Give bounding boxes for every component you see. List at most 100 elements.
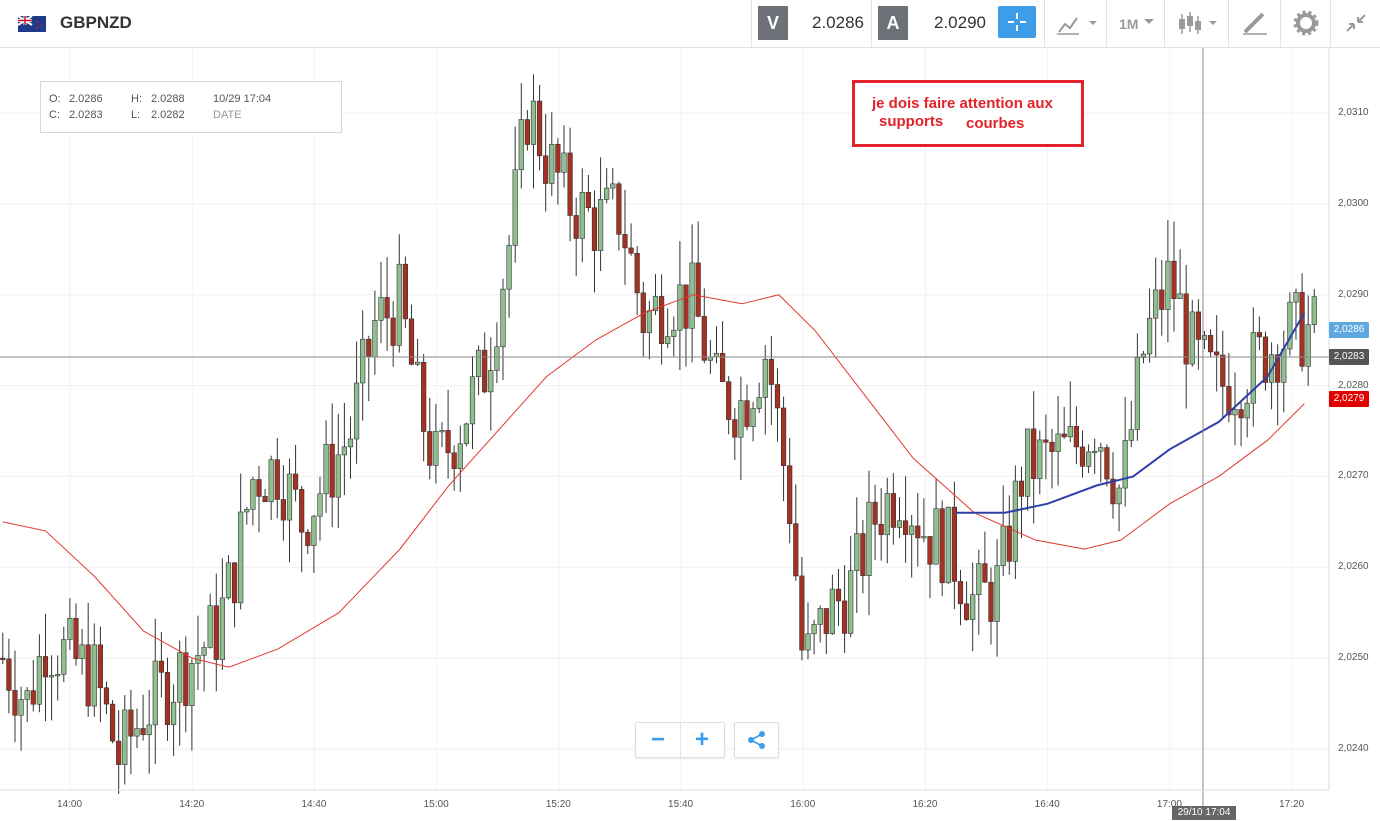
- low-label: L:: [131, 109, 141, 121]
- candle-up: [335, 454, 341, 498]
- sell-box[interactable]: V 2.0286: [751, 0, 872, 47]
- share-button[interactable]: [734, 722, 779, 758]
- candle-down: [421, 361, 427, 432]
- indicators-button[interactable]: [1044, 0, 1107, 47]
- crosshair-button[interactable]: [998, 6, 1036, 38]
- candle-up: [122, 709, 128, 765]
- candle-up: [414, 361, 421, 365]
- candle-up: [561, 152, 567, 173]
- candle-up: [189, 663, 195, 706]
- y-tick-label: 2,0240: [1338, 743, 1369, 754]
- x-tick-label: 15:00: [423, 799, 449, 810]
- candle-down: [1061, 433, 1067, 438]
- candle-down: [427, 431, 433, 466]
- x-tick-label: 15:20: [545, 799, 571, 810]
- settings-button[interactable]: [1280, 0, 1331, 47]
- candle-up: [1177, 293, 1183, 299]
- candle-up: [177, 652, 183, 703]
- candle-up: [1287, 301, 1293, 350]
- ma-price-label: 2,0279: [1329, 391, 1369, 407]
- candle-up: [665, 336, 671, 344]
- candle-down: [1299, 292, 1305, 367]
- y-tick-label: 2,0250: [1338, 652, 1369, 664]
- candle-down: [213, 605, 219, 660]
- moving-average-red: [2, 294, 1305, 668]
- candle-down: [384, 297, 390, 319]
- sell-price: 2.0286: [812, 13, 864, 32]
- candle-up: [360, 338, 366, 384]
- candle-up: [1153, 289, 1159, 319]
- candle-down: [683, 284, 689, 329]
- candle-down: [451, 452, 457, 469]
- candle-down: [536, 100, 543, 157]
- annotation-line1: je dois faire attention aux: [872, 95, 1053, 112]
- candle-up: [1146, 317, 1153, 355]
- candle-up: [433, 431, 439, 466]
- candle-up: [549, 143, 555, 184]
- x-tick-label: 16:00: [790, 799, 816, 810]
- candle-up: [1098, 447, 1104, 452]
- high-value: 2.0288: [151, 93, 185, 105]
- annotation-courbes: courbes: [966, 115, 1025, 132]
- candle-down: [408, 318, 415, 365]
- candle-up: [268, 459, 274, 503]
- candle-down: [390, 317, 396, 346]
- candle-up: [1134, 357, 1140, 430]
- y-tick-label: 2,0270: [1338, 470, 1369, 482]
- candle-up: [738, 400, 744, 438]
- zoom-in-button[interactable]: +: [694, 726, 709, 753]
- date-label: DATE: [213, 109, 242, 121]
- collapse-icon: [1346, 14, 1366, 32]
- candle-down: [1079, 446, 1086, 467]
- candle-up: [805, 633, 811, 651]
- candle-up: [579, 192, 585, 239]
- candle-down: [622, 233, 628, 249]
- candle-down: [262, 496, 268, 503]
- y-tick-label: 2,0300: [1338, 197, 1369, 209]
- candle-up: [1012, 480, 1018, 562]
- candle-down: [1043, 439, 1049, 443]
- candle-down: [591, 207, 598, 251]
- candle-down: [305, 531, 311, 546]
- datetime-value: 10/29 17:04: [213, 93, 272, 105]
- sell-label: V: [758, 6, 788, 40]
- candle-down: [402, 263, 408, 320]
- y-tick-label: 2,0280: [1338, 379, 1369, 391]
- candle-down: [1018, 480, 1025, 497]
- chart-type-button[interactable]: [1164, 0, 1229, 47]
- candle-up: [286, 473, 293, 521]
- candle-up: [677, 284, 683, 331]
- candle-up: [1189, 311, 1195, 365]
- y-tick-label: 2,0290: [1338, 288, 1369, 300]
- candle-down: [1275, 354, 1281, 383]
- zoom-out-button[interactable]: −: [636, 723, 681, 757]
- candle-up: [1116, 487, 1122, 505]
- y-tick-label: 2,0310: [1338, 107, 1369, 118]
- share-icon: [748, 731, 765, 749]
- candle-down: [1238, 409, 1244, 419]
- crosshair-date-label: 29/10 17:04: [1172, 806, 1236, 820]
- candle-up: [762, 359, 768, 398]
- candle-down: [927, 536, 933, 565]
- candle-up: [1293, 292, 1299, 303]
- candle-down: [835, 588, 842, 602]
- candle-up: [1092, 450, 1098, 454]
- candle-up: [134, 728, 140, 737]
- candle-up: [817, 608, 823, 625]
- candle-up: [79, 644, 85, 660]
- candle-up: [1000, 525, 1006, 566]
- candle-down: [1049, 441, 1055, 452]
- candle-up: [341, 446, 347, 456]
- candle-down: [274, 459, 280, 500]
- candle-down: [732, 419, 738, 438]
- candle-down: [116, 740, 122, 765]
- buy-box[interactable]: A 2.0290: [871, 0, 992, 47]
- draw-tools-button[interactable]: [1228, 0, 1281, 47]
- timeframe-button[interactable]: 1M: [1106, 0, 1165, 47]
- fullscreen-button[interactable]: [1330, 0, 1380, 47]
- candle-up: [347, 438, 354, 448]
- candle-up: [604, 187, 610, 200]
- candle-down: [555, 143, 561, 173]
- candle-up: [463, 423, 469, 445]
